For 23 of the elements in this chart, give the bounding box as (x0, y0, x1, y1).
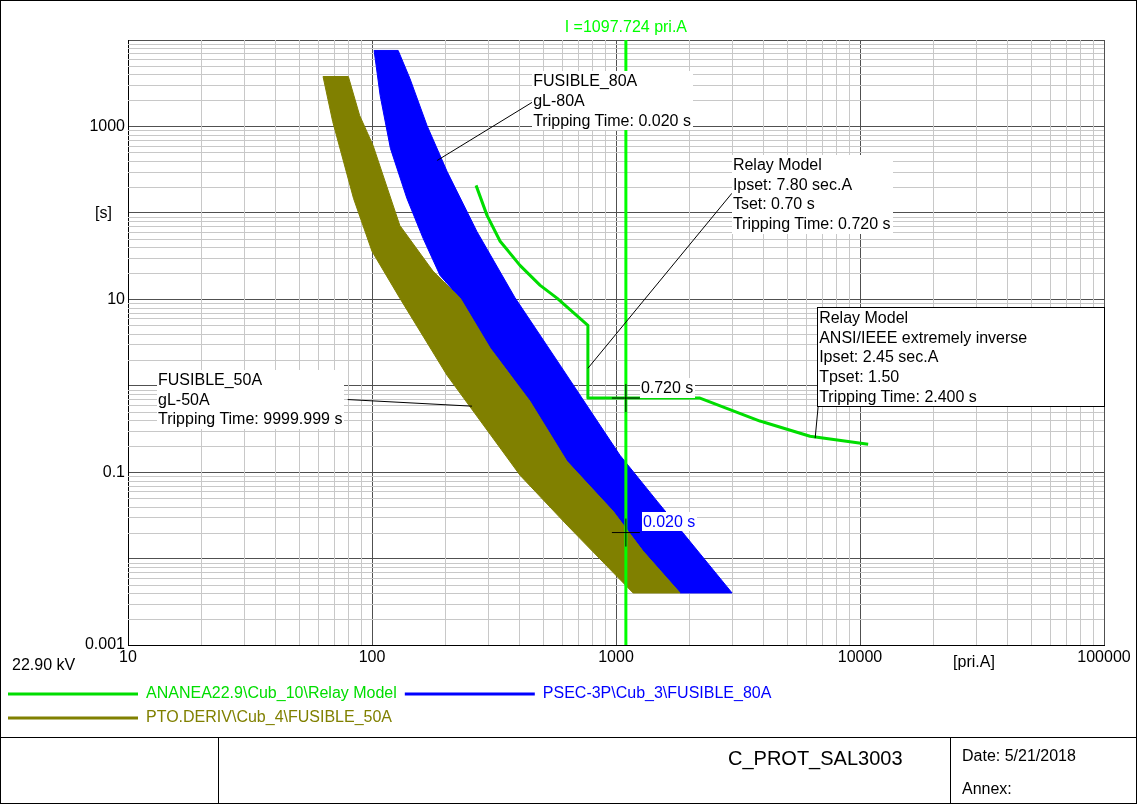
y-axis-title: [s] (95, 204, 112, 222)
x-tick-label: 10 (119, 648, 137, 666)
text: C_PROT_SAL3003 (728, 747, 903, 770)
annotation: Relay Model Ipset: 7.80 sec.A Tset: 0.70 s Tripping Time: 0.720 s (731, 155, 893, 234)
text: Date: 5/21/2018 (962, 747, 1076, 765)
x-axis-title: [pri.A] (953, 653, 995, 671)
x-tick-label: 1000 (598, 648, 634, 666)
y-tick-label: 1000 (89, 116, 126, 134)
x-tick-label: 100000 (1077, 648, 1131, 666)
annotation: 0.020 s (641, 511, 698, 532)
text: 22.90 kV (12, 656, 76, 674)
text: ANANEA22.9\Cub_10\Relay Model (146, 684, 397, 703)
annotation: FUSIBLE_80A gL-80A Tripping Time: 0.020 s (532, 71, 693, 131)
text: Annex: (962, 780, 1012, 798)
annotation: FUSIBLE_50A gL-50A Tripping Time: 9999.999 s (157, 370, 345, 429)
y-tick-label: 10 (107, 289, 126, 307)
x-tick-label: 100 (358, 648, 386, 666)
annotation: 0.720 s (639, 378, 696, 398)
y-tick-label: 0.1 (102, 462, 126, 480)
text: PSEC-3P\Cub_3\FUSIBLE_80A (542, 684, 772, 703)
text: PTO.DERIV\Cub_4\FUSIBLE_50A (146, 708, 393, 727)
ref-line-label: I =1097.724 pri.A (564, 18, 688, 36)
x-tick-label: 10000 (837, 648, 883, 666)
